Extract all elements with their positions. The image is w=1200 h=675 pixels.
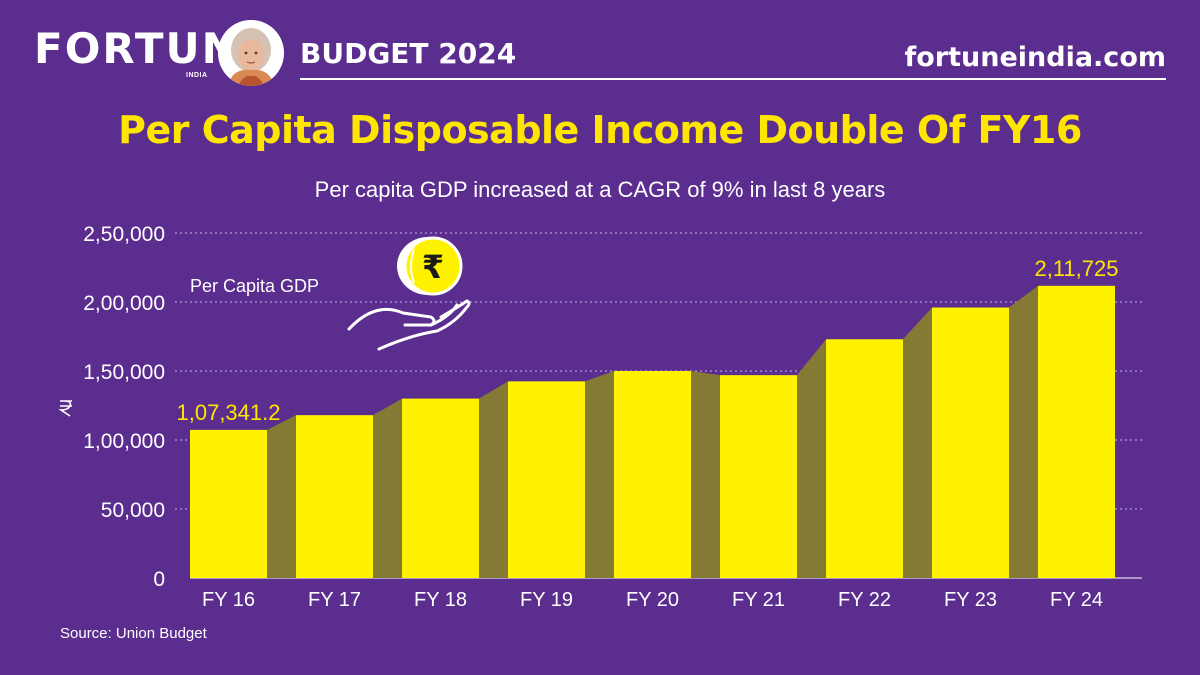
bar-shadow	[267, 415, 296, 578]
rupee-symbol-icon	[56, 398, 80, 418]
x-tick-label: FY 22	[838, 589, 891, 611]
y-tick-label: 50,000	[101, 499, 165, 522]
svg-text:₹: ₹	[422, 249, 444, 285]
y-tick-label: 2,50,000	[83, 223, 165, 246]
bar-shadow	[903, 307, 932, 578]
bar	[508, 381, 585, 578]
x-tick-label: FY 19	[520, 589, 573, 611]
bar-shadow	[373, 398, 402, 578]
bar	[1038, 285, 1115, 578]
y-tick-label: 1,50,000	[83, 361, 165, 384]
x-tick-label: FY 16	[202, 589, 255, 611]
x-tick-label: FY 23	[944, 589, 997, 611]
y-tick-label: 0	[153, 568, 165, 591]
x-tick-label: FY 18	[414, 589, 467, 611]
bar-shadow	[797, 339, 826, 578]
header: FORTUNE INDIA BUDGET 2024 fortuneindia.c…	[0, 0, 1200, 100]
y-tick-label: 2,00,000	[83, 292, 165, 315]
chart-subtitle: Per capita GDP increased at a CAGR of 9%…	[314, 177, 886, 202]
bar-shadow	[1009, 285, 1038, 578]
bar	[826, 339, 903, 578]
hand-icon	[345, 295, 475, 353]
bar	[402, 398, 479, 578]
chart-title: Per Capita Disposable Income Double Of F…	[118, 108, 1082, 152]
bar	[614, 371, 691, 578]
bar	[932, 307, 1009, 578]
x-tick-label: FY 21	[732, 589, 785, 611]
bar-shadow	[691, 371, 720, 578]
data-label: 2,11,725	[1034, 256, 1118, 281]
bar-shadow	[479, 381, 508, 578]
portrait-icon	[218, 20, 284, 86]
x-tick-label: FY 20	[626, 589, 679, 611]
x-tick-label: FY 17	[308, 589, 361, 611]
bar	[720, 375, 797, 578]
y-tick-label: 1,00,000	[83, 430, 165, 453]
bar	[190, 429, 267, 578]
brand-sub-label: INDIA	[186, 72, 208, 79]
series-label: Per Capita GDP	[190, 276, 320, 296]
data-label: 1,07,341.2	[177, 400, 281, 425]
rupee-coin-icon: ₹	[392, 235, 466, 297]
header-divider	[300, 78, 1166, 80]
bar	[296, 415, 373, 578]
x-tick-label: FY 24	[1050, 589, 1103, 611]
bar-shadow	[585, 371, 614, 578]
site-url: fortuneindia.com	[904, 42, 1167, 73]
budget-label: BUDGET 2024	[300, 37, 517, 70]
source-note: Source: Union Budget	[60, 625, 207, 642]
